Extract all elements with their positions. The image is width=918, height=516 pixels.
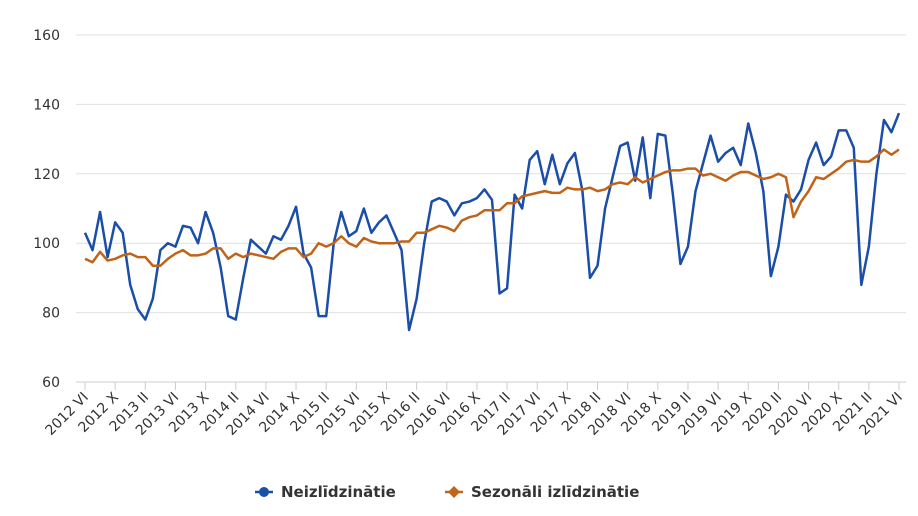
y-tick-label: 160: [33, 28, 60, 44]
legend-label: Sezonāli izlīdzinātie: [471, 483, 639, 501]
legend-marker: [259, 487, 269, 497]
y-tick-label: 80: [42, 306, 60, 322]
series-line: [83, 112, 901, 332]
legend-marker: [448, 486, 460, 498]
legend-label: Neizlīdzinātie: [281, 483, 396, 501]
series-line: [84, 148, 900, 267]
y-tick-label: 120: [33, 167, 60, 183]
y-tick-label: 100: [33, 236, 60, 252]
y-tick-label: 140: [33, 97, 60, 113]
y-tick-label: 60: [42, 375, 60, 391]
